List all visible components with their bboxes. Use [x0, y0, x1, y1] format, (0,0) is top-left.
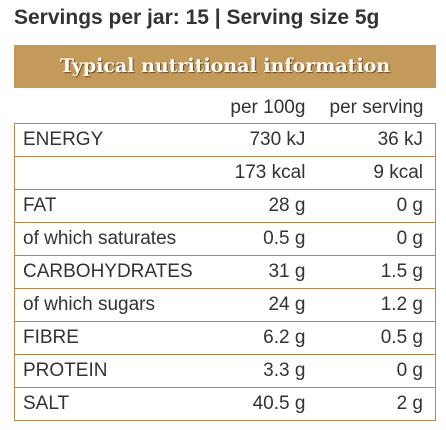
per-serving-value: 0.5 g — [311, 321, 437, 355]
nutrient-label: of which saturates — [14, 222, 214, 256]
table-body: per 100g per serving ENERGY 730 kJ 36 kJ 17… — [14, 92, 437, 421]
nutrition-table: per 100g per serving ENERGY 730 kJ 36 kJ 17… — [14, 92, 437, 421]
nutrient-label: FAT — [14, 189, 214, 223]
table-row: 173 kcal 9 kcal — [14, 156, 437, 190]
table-row: of which sugars 24 g 1.2 g — [14, 288, 437, 322]
table-row: CARBOHYDRATES 31 g 1.5 g — [14, 255, 437, 289]
per-100g-value: 6.2 g — [213, 321, 312, 355]
nutrient-label: of which sugars — [14, 288, 214, 322]
per-100g-value: 0.5 g — [213, 222, 312, 256]
nutrient-label: SALT — [14, 387, 214, 421]
per-serving-value: 9 kcal — [311, 156, 437, 190]
per-serving-value: 1.2 g — [311, 288, 437, 322]
per-100g-value: 28 g — [213, 189, 312, 223]
servings-title: Servings per jar: 15 | Serving size 5g — [14, 6, 380, 29]
nutrient-label: PROTEIN — [14, 354, 214, 388]
table-row: FIBRE 6.2 g 0.5 g — [14, 321, 437, 355]
per-serving-value: 0 g — [311, 222, 437, 256]
column-header: per 100g — [230, 96, 306, 118]
per-serving-value: 2 g — [311, 387, 437, 421]
per-serving-value: 0 g — [311, 189, 437, 223]
per-serving-value: 0 g — [311, 354, 437, 388]
nutrient-label: CARBOHYDRATES — [14, 255, 214, 289]
per-100g-value: 40.5 g — [213, 387, 312, 421]
header-cell — [15, 92, 214, 124]
per-100g-value: 31 g — [213, 255, 312, 289]
table-row: ENERGY 730 kJ 36 kJ — [14, 123, 437, 157]
per-100g-value: 173 kcal — [213, 156, 312, 190]
per-serving-value: 36 kJ — [311, 123, 437, 157]
nutrient-label — [14, 156, 214, 190]
nutrient-label: ENERGY — [14, 123, 214, 157]
per-100g-value: 24 g — [213, 288, 312, 322]
per-100g-value: 3.3 g — [213, 354, 312, 388]
table-banner: Typical nutritional information — [14, 45, 436, 88]
nutrient-label: FIBRE — [14, 321, 214, 355]
column-header: per serving — [329, 96, 424, 118]
header-row: per 100g per serving — [15, 92, 436, 124]
per-serving-value: 1.5 g — [311, 255, 437, 289]
per-100g-value: 730 kJ — [213, 123, 312, 157]
